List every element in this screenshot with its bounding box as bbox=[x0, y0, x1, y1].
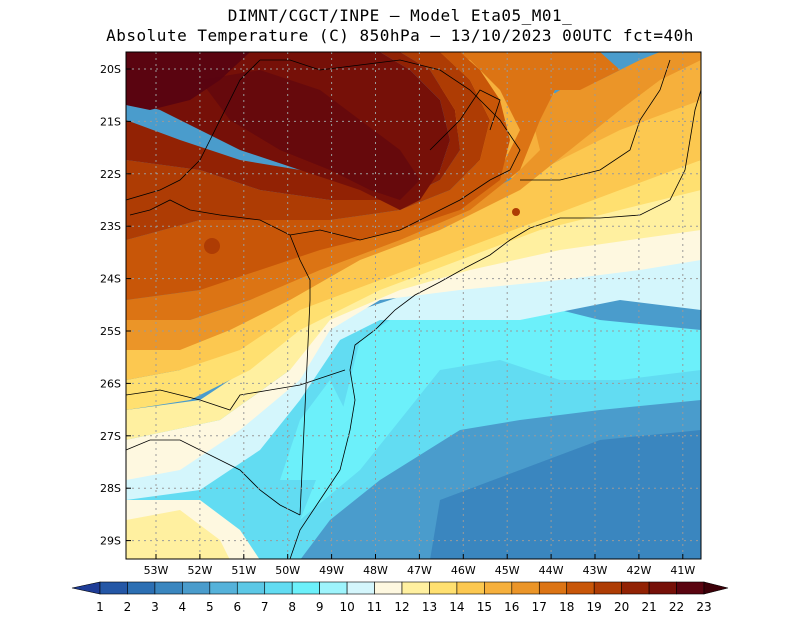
colorbar-label: 6 bbox=[233, 600, 241, 614]
colorbar-segment bbox=[456, 581, 485, 595]
colorbar-label: 9 bbox=[316, 600, 324, 614]
lat-tick-label: 24S bbox=[100, 273, 121, 286]
lon-tick-label: 48W bbox=[363, 564, 388, 577]
colorbar-label: 3 bbox=[151, 600, 159, 614]
lon-tick-label: 53W bbox=[144, 564, 169, 577]
colorbar-segment bbox=[648, 581, 677, 595]
colorbar-segment bbox=[511, 581, 540, 595]
colorbar-high-arrow bbox=[703, 581, 729, 595]
longitude-axis: 53W 52W 51W 50W 49W 48W 47W 46W 45W 44W 43W 42W 41W bbox=[144, 554, 695, 577]
colorbar: 1 2 3 4 5 6 7 8 9 10 11 12 13 14 15 16 17 18 19 20 21 22 23 bbox=[71, 581, 729, 614]
lon-tick-label: 42W bbox=[626, 564, 651, 577]
colorbar-segment bbox=[346, 581, 375, 595]
map-gridlines bbox=[126, 52, 701, 559]
lat-tick-label: 28S bbox=[100, 482, 121, 495]
colorbar-label: 8 bbox=[288, 600, 296, 614]
colorbar-segment bbox=[401, 581, 430, 595]
colorbar-label: 16 bbox=[504, 600, 519, 614]
colorbar-segment bbox=[291, 581, 320, 595]
lat-tick-label: 21S bbox=[100, 115, 121, 128]
colorbar-label: 21 bbox=[641, 600, 656, 614]
colorbar-label: 12 bbox=[394, 600, 409, 614]
colorbar-segment bbox=[429, 581, 458, 595]
colorbar-segment bbox=[236, 581, 266, 595]
coastline-and-borders bbox=[126, 59, 701, 559]
map-title-line-2: Absolute Temperature (C) 850hPa – 13/10/… bbox=[106, 26, 694, 45]
colorbar-label: 13 bbox=[422, 600, 437, 614]
lon-tick-label: 46W bbox=[451, 564, 476, 577]
colorbar-segment bbox=[593, 581, 622, 595]
map-title-line-1: DIMNT/CGCT/INPE – Model Eta05_M01_ bbox=[227, 6, 573, 25]
colorbar-label: 19 bbox=[587, 600, 602, 614]
colorbar-segment bbox=[264, 581, 293, 595]
colorbar-segment bbox=[154, 581, 183, 595]
colorbar-segment bbox=[182, 581, 211, 595]
colorbar-label: 15 bbox=[477, 600, 492, 614]
latitude-axis: 20S 21S 22S 23S 24S 25S 26S 27S 28S 29S bbox=[100, 63, 131, 548]
lon-tick-label: 50W bbox=[275, 564, 300, 577]
lat-tick-label: 26S bbox=[100, 377, 121, 390]
lon-tick-label: 49W bbox=[319, 564, 344, 577]
colorbar-label: 10 bbox=[339, 600, 354, 614]
lon-tick-label: 41W bbox=[670, 564, 695, 577]
colorbar-label: 17 bbox=[532, 600, 547, 614]
lat-tick-label: 25S bbox=[100, 325, 121, 338]
colorbar-segment bbox=[127, 581, 156, 595]
lat-tick-label: 22S bbox=[100, 168, 121, 181]
colorbar-label: 2 bbox=[124, 600, 132, 614]
colorbar-segment bbox=[319, 581, 348, 595]
colorbar-label: 1 bbox=[96, 600, 104, 614]
colorbar-segment bbox=[99, 581, 128, 595]
colorbar-segment bbox=[676, 581, 705, 595]
colorbar-segment bbox=[209, 581, 238, 595]
lat-tick-label: 29S bbox=[100, 535, 121, 548]
colorbar-segment bbox=[621, 581, 650, 595]
colorbar-label: 4 bbox=[179, 600, 187, 614]
lon-tick-label: 51W bbox=[231, 564, 256, 577]
colorbar-label: 11 bbox=[367, 600, 382, 614]
colorbar-label: 23 bbox=[696, 600, 711, 614]
colorbar-label: 22 bbox=[669, 600, 684, 614]
lat-tick-label: 20S bbox=[100, 63, 121, 76]
colorbar-label: 14 bbox=[449, 600, 464, 614]
lat-tick-label: 23S bbox=[100, 220, 121, 233]
colorbar-label: 7 bbox=[261, 600, 269, 614]
lon-tick-label: 52W bbox=[187, 564, 212, 577]
lon-tick-label: 43W bbox=[583, 564, 608, 577]
colorbar-segment bbox=[538, 581, 568, 595]
colorbar-low-arrow bbox=[71, 581, 101, 595]
lon-tick-label: 47W bbox=[407, 564, 432, 577]
map-frame bbox=[125, 51, 702, 560]
lat-tick-label: 27S bbox=[100, 430, 121, 443]
colorbar-segment bbox=[566, 581, 595, 595]
colorbar-segment bbox=[374, 581, 403, 595]
colorbar-label: 20 bbox=[614, 600, 629, 614]
colorbar-label: 18 bbox=[559, 600, 574, 614]
temperature-field bbox=[126, 52, 701, 559]
colorbar-label: 5 bbox=[206, 600, 214, 614]
colorbar-segment bbox=[484, 581, 513, 595]
lon-tick-label: 44W bbox=[539, 564, 564, 577]
lon-tick-label: 45W bbox=[495, 564, 520, 577]
